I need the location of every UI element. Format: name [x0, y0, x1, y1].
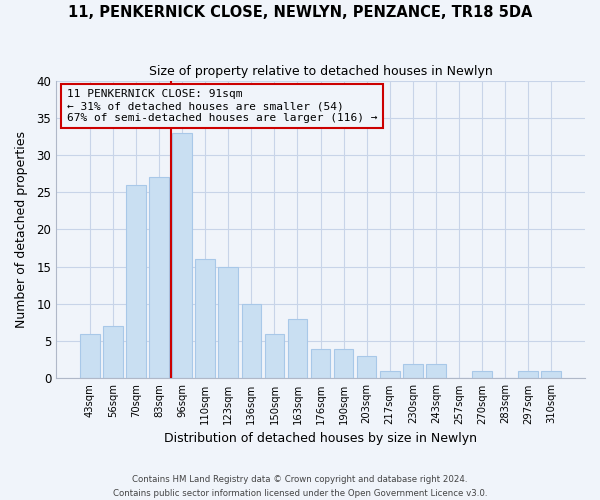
- Bar: [357, 356, 376, 378]
- Bar: [380, 371, 400, 378]
- Title: Size of property relative to detached houses in Newlyn: Size of property relative to detached ho…: [149, 65, 493, 78]
- Bar: [196, 260, 215, 378]
- Bar: [472, 371, 492, 378]
- Bar: [334, 348, 353, 378]
- Bar: [541, 371, 561, 378]
- Y-axis label: Number of detached properties: Number of detached properties: [15, 131, 28, 328]
- Bar: [265, 334, 284, 378]
- Text: 11, PENKERNICK CLOSE, NEWLYN, PENZANCE, TR18 5DA: 11, PENKERNICK CLOSE, NEWLYN, PENZANCE, …: [68, 5, 532, 20]
- Text: 11 PENKERNICK CLOSE: 91sqm
← 31% of detached houses are smaller (54)
67% of semi: 11 PENKERNICK CLOSE: 91sqm ← 31% of deta…: [67, 90, 377, 122]
- Bar: [149, 178, 169, 378]
- X-axis label: Distribution of detached houses by size in Newlyn: Distribution of detached houses by size …: [164, 432, 477, 445]
- Bar: [403, 364, 422, 378]
- Bar: [311, 348, 331, 378]
- Text: Contains HM Land Registry data © Crown copyright and database right 2024.
Contai: Contains HM Land Registry data © Crown c…: [113, 476, 487, 498]
- Bar: [218, 266, 238, 378]
- Bar: [287, 319, 307, 378]
- Bar: [80, 334, 100, 378]
- Bar: [242, 304, 261, 378]
- Bar: [103, 326, 123, 378]
- Bar: [426, 364, 446, 378]
- Bar: [126, 185, 146, 378]
- Bar: [172, 132, 192, 378]
- Bar: [518, 371, 538, 378]
